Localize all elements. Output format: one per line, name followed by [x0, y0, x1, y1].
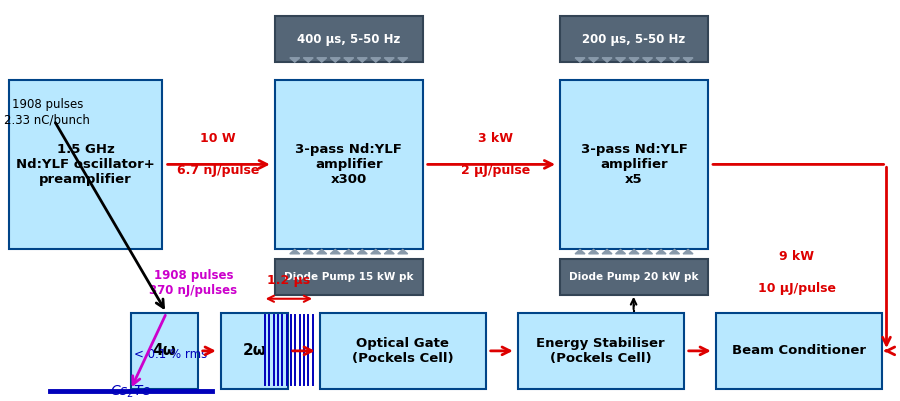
Polygon shape: [656, 249, 666, 254]
Text: 3-pass Nd:YLF
amplifier
x300: 3-pass Nd:YLF amplifier x300: [295, 143, 402, 186]
Polygon shape: [398, 58, 408, 62]
Polygon shape: [303, 249, 313, 254]
Polygon shape: [384, 249, 394, 254]
Polygon shape: [589, 58, 598, 62]
Polygon shape: [344, 58, 354, 62]
FancyBboxPatch shape: [320, 313, 486, 389]
Text: 1908 pulses
370 nJ/pulses: 1908 pulses 370 nJ/pulses: [149, 269, 238, 297]
FancyBboxPatch shape: [560, 80, 708, 249]
Polygon shape: [384, 58, 394, 62]
FancyBboxPatch shape: [716, 313, 882, 389]
Text: 3-pass Nd:YLF
amplifier
x5: 3-pass Nd:YLF amplifier x5: [580, 143, 688, 186]
Polygon shape: [616, 58, 625, 62]
Text: Energy Stabiliser
(Pockels Cell): Energy Stabiliser (Pockels Cell): [536, 337, 665, 365]
FancyBboxPatch shape: [274, 259, 423, 295]
Polygon shape: [643, 249, 652, 254]
Polygon shape: [589, 249, 598, 254]
Text: Beam Conditioner: Beam Conditioner: [732, 344, 866, 357]
Text: 400 μs, 5-50 Hz: 400 μs, 5-50 Hz: [297, 32, 400, 46]
Text: < 0.1 % rms: < 0.1 % rms: [134, 348, 208, 361]
Polygon shape: [371, 249, 381, 254]
Text: Diode Pump 20 kW pk: Diode Pump 20 kW pk: [570, 272, 698, 282]
FancyBboxPatch shape: [274, 80, 423, 249]
Text: 10 W: 10 W: [200, 132, 236, 145]
Text: 9 kW: 9 kW: [779, 250, 814, 263]
FancyBboxPatch shape: [560, 259, 708, 295]
Polygon shape: [643, 58, 652, 62]
Polygon shape: [616, 249, 625, 254]
Text: 4ω: 4ω: [152, 343, 176, 358]
Text: $Cs_2Te$: $Cs_2Te$: [110, 384, 151, 400]
Polygon shape: [629, 249, 639, 254]
Text: 1.5 GHz
Nd:YLF oscillator+
preamplifier: 1.5 GHz Nd:YLF oscillator+ preamplifier: [16, 143, 155, 186]
Polygon shape: [317, 58, 327, 62]
Text: 1.2 μs: 1.2 μs: [267, 274, 310, 287]
Text: 2 μJ/pulse: 2 μJ/pulse: [462, 164, 530, 177]
FancyBboxPatch shape: [274, 16, 423, 62]
Text: 6.7 nJ/pulse: 6.7 nJ/pulse: [176, 164, 259, 177]
Polygon shape: [317, 249, 327, 254]
Polygon shape: [602, 249, 612, 254]
Polygon shape: [670, 58, 680, 62]
Text: 3 kW: 3 kW: [479, 132, 513, 145]
FancyBboxPatch shape: [560, 16, 708, 62]
FancyBboxPatch shape: [518, 313, 684, 389]
Polygon shape: [303, 58, 313, 62]
Polygon shape: [290, 58, 300, 62]
Polygon shape: [670, 249, 680, 254]
Polygon shape: [357, 249, 367, 254]
Polygon shape: [330, 58, 340, 62]
Polygon shape: [629, 58, 639, 62]
Text: 200 μs, 5-50 Hz: 200 μs, 5-50 Hz: [582, 32, 686, 46]
Polygon shape: [656, 58, 666, 62]
FancyBboxPatch shape: [130, 313, 198, 389]
Polygon shape: [575, 58, 585, 62]
Polygon shape: [683, 58, 693, 62]
Text: Optical Gate
(Pockels Cell): Optical Gate (Pockels Cell): [352, 337, 454, 365]
Polygon shape: [602, 58, 612, 62]
Polygon shape: [575, 249, 585, 254]
Text: 2ω: 2ω: [242, 343, 266, 358]
Text: 1908 pulses
2.33 nC/bunch: 1908 pulses 2.33 nC/bunch: [4, 98, 90, 126]
Text: 10 μJ/pulse: 10 μJ/pulse: [758, 282, 835, 295]
Text: Diode Pump 15 kW pk: Diode Pump 15 kW pk: [284, 272, 413, 282]
Polygon shape: [330, 249, 340, 254]
Polygon shape: [357, 58, 367, 62]
Polygon shape: [344, 249, 354, 254]
Polygon shape: [398, 249, 408, 254]
Polygon shape: [371, 58, 381, 62]
Polygon shape: [683, 249, 693, 254]
Polygon shape: [290, 249, 300, 254]
FancyBboxPatch shape: [220, 313, 288, 389]
FancyBboxPatch shape: [9, 80, 162, 249]
